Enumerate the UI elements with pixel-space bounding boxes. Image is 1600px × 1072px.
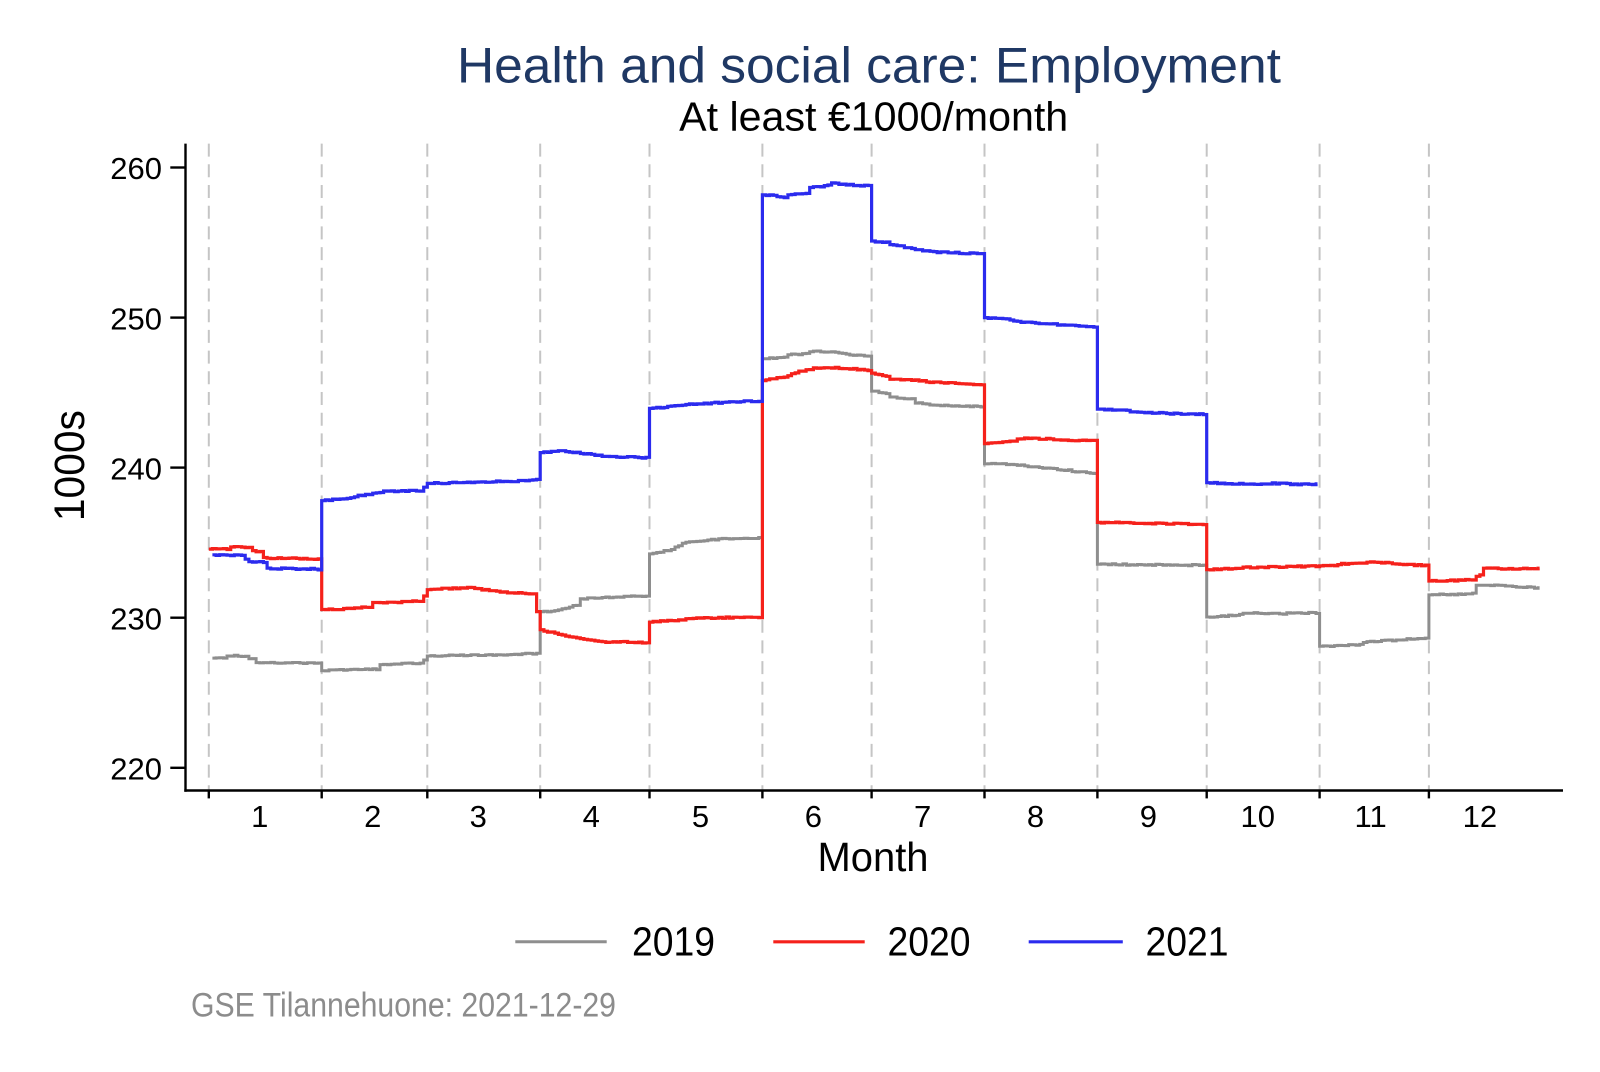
svg-text:3: 3 — [470, 799, 487, 834]
svg-text:230: 230 — [110, 601, 162, 636]
svg-text:11: 11 — [1355, 799, 1387, 834]
svg-text:2020: 2020 — [888, 918, 971, 964]
svg-text:260: 260 — [110, 151, 162, 186]
svg-text:GSE Tilannehuone: 2021-12-29: GSE Tilannehuone: 2021-12-29 — [191, 986, 616, 1024]
svg-text:1000s: 1000s — [46, 410, 94, 521]
svg-text:2021: 2021 — [1146, 918, 1229, 964]
svg-text:At least €1000/month: At least €1000/month — [679, 94, 1068, 140]
svg-text:4: 4 — [583, 799, 600, 834]
svg-text:8: 8 — [1027, 799, 1044, 834]
svg-text:250: 250 — [110, 301, 162, 336]
svg-text:7: 7 — [914, 799, 931, 834]
svg-text:5: 5 — [692, 799, 709, 834]
svg-text:6: 6 — [805, 799, 822, 834]
svg-text:10: 10 — [1240, 799, 1274, 834]
svg-text:9: 9 — [1140, 799, 1157, 834]
svg-text:2: 2 — [364, 799, 381, 834]
svg-text:1: 1 — [251, 799, 268, 834]
svg-text:12: 12 — [1463, 799, 1497, 834]
svg-text:220: 220 — [110, 752, 162, 787]
svg-text:2019: 2019 — [632, 918, 715, 964]
svg-text:Month: Month — [818, 834, 929, 880]
svg-text:240: 240 — [110, 451, 162, 486]
svg-text:Health and social care: Employ: Health and social care: Employment — [457, 37, 1281, 94]
